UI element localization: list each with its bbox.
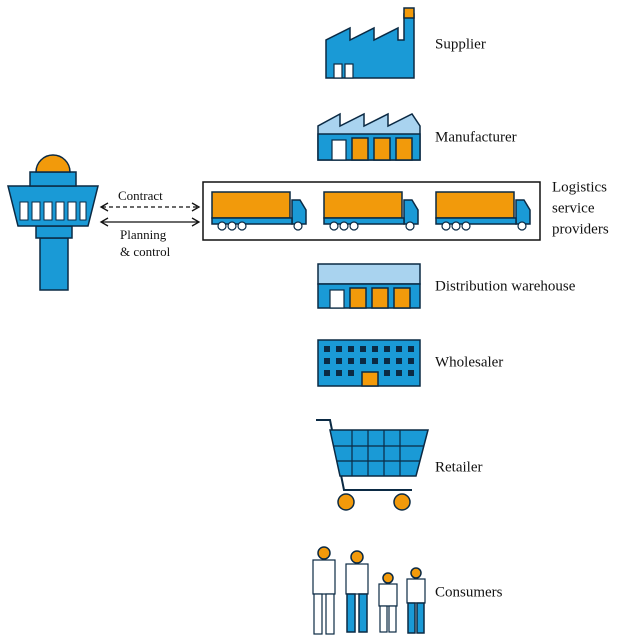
truck-icon	[324, 192, 418, 230]
node-label: Logistics	[552, 179, 607, 195]
node-label: Supplier	[435, 36, 486, 52]
wholesaler-icon	[318, 340, 420, 386]
contract-arrowheads	[101, 203, 199, 211]
consumers-icon	[313, 547, 425, 634]
link-label: Planning	[120, 227, 167, 242]
retailer-icon	[316, 420, 428, 510]
supplier-icon	[326, 8, 414, 78]
link-label: & control	[120, 244, 171, 259]
link-label: Contract	[118, 188, 163, 203]
control-tower-icon	[8, 155, 98, 290]
node-label: Distribution warehouse	[435, 278, 576, 294]
diagram: Contract Planning & control Supplier Man…	[0, 0, 627, 636]
node-label: Wholesaler	[435, 354, 503, 370]
node-label: Manufacturer	[435, 129, 517, 145]
truck-icon	[436, 192, 530, 230]
truck-icon	[212, 192, 306, 230]
node-label: providers	[552, 221, 609, 237]
warehouse-icon	[318, 264, 420, 308]
node-label: Retailer	[435, 459, 482, 475]
node-label: Consumers	[435, 584, 503, 600]
manufacturer-icon	[318, 114, 420, 160]
node-label: service	[552, 200, 595, 216]
